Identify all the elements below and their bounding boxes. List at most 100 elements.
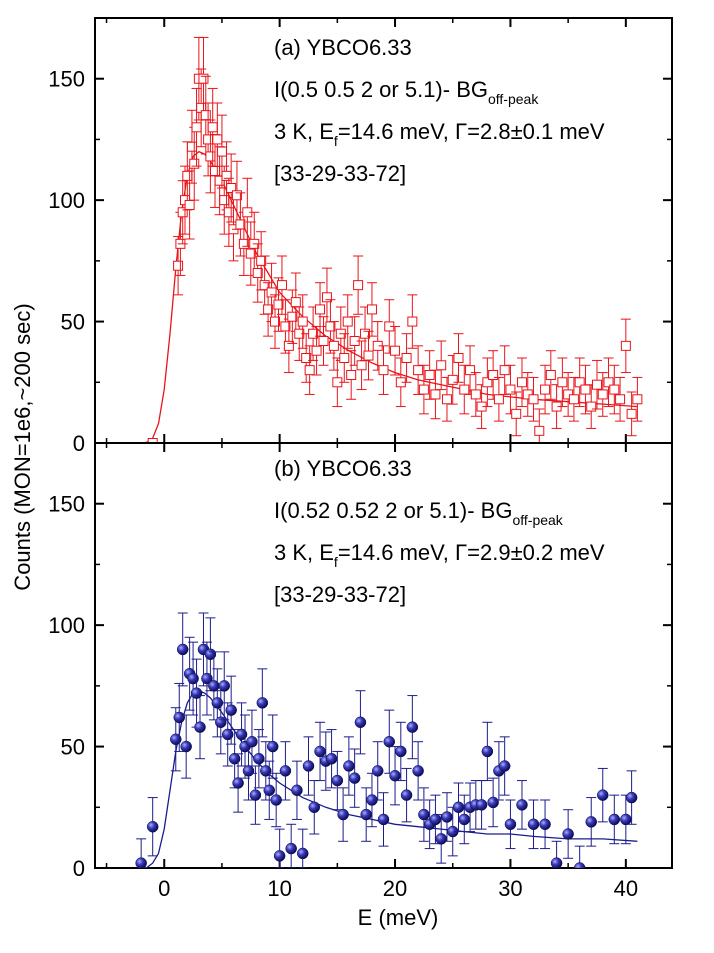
marker-square bbox=[200, 110, 211, 121]
panel-b-ytick-label: 100 bbox=[48, 613, 85, 638]
marker-square bbox=[301, 353, 312, 363]
marker-square bbox=[482, 377, 493, 388]
marker-sphere bbox=[135, 857, 147, 868]
panel-b-data-point bbox=[291, 760, 303, 820]
marker-sphere bbox=[146, 820, 159, 833]
panel-b-data-point bbox=[562, 809, 574, 859]
marker-square bbox=[499, 365, 510, 376]
marker-square bbox=[328, 340, 339, 351]
panel-b-line3-post: =14.6 meV, Γ=2.9±0.2 meV bbox=[338, 540, 605, 565]
panel-a-data-point bbox=[266, 262, 277, 323]
marker-sphere bbox=[383, 735, 396, 748]
marker-square bbox=[287, 311, 298, 322]
panel-a-data-point bbox=[418, 364, 429, 415]
panel-b-xtick-label: 30 bbox=[498, 876, 522, 901]
panel-b-line3-sub: f bbox=[334, 554, 338, 570]
marker-sphere bbox=[620, 813, 632, 826]
panel-b-data-point bbox=[308, 780, 321, 835]
panel-a-data-point bbox=[470, 372, 481, 417]
panel-a-data-point bbox=[297, 294, 308, 349]
panel-b-data-point bbox=[458, 794, 471, 845]
panel-a-data-point bbox=[147, 438, 158, 443]
panel-a-data-point bbox=[339, 333, 350, 383]
panel-b-data-point bbox=[585, 797, 597, 847]
marker-sphere bbox=[285, 842, 297, 855]
panel-b-data-point bbox=[256, 668, 269, 738]
panel-b-data bbox=[135, 612, 638, 868]
panel-b-data-point bbox=[146, 797, 159, 857]
marker-sphere bbox=[263, 784, 276, 797]
panel-b-data-point bbox=[354, 690, 367, 755]
panel-b-data-point bbox=[406, 695, 419, 760]
panel-a-ytick-label: 0 bbox=[73, 431, 85, 456]
marker-square bbox=[191, 122, 202, 133]
marker-sphere bbox=[218, 680, 230, 692]
panel-a-data-point bbox=[356, 340, 367, 391]
panel-b-data-point bbox=[539, 799, 551, 850]
panel-a-data-point bbox=[346, 350, 357, 400]
marker-sphere bbox=[279, 765, 292, 777]
marker-square bbox=[270, 316, 281, 327]
marker-square bbox=[245, 248, 256, 259]
marker-sphere bbox=[348, 772, 361, 784]
y-axis-label: Counts (MON=1e6,~200 sec) bbox=[10, 303, 35, 590]
panel-a-line3-pre: 3 K, E bbox=[274, 119, 334, 144]
marker-sphere bbox=[406, 721, 419, 733]
panel-b-data-point bbox=[246, 709, 258, 774]
panel-b-data-point bbox=[228, 729, 241, 789]
marker-square bbox=[212, 134, 223, 145]
marker-sphere bbox=[228, 752, 241, 765]
panel-a-data-point bbox=[528, 376, 539, 422]
panel-a-data-point bbox=[401, 333, 412, 383]
marker-sphere bbox=[516, 799, 528, 811]
marker-square bbox=[173, 260, 184, 271]
marker-sphere bbox=[418, 808, 430, 821]
marker-sphere bbox=[343, 760, 355, 772]
marker-square bbox=[304, 365, 315, 376]
marker-square bbox=[147, 438, 158, 443]
marker-sphere bbox=[260, 765, 272, 777]
marker-square bbox=[219, 195, 230, 206]
marker-sphere bbox=[187, 672, 199, 685]
panel-a-data-point bbox=[574, 357, 585, 408]
marker-square bbox=[290, 297, 301, 308]
marker-sphere bbox=[225, 704, 237, 716]
panel-b-data-point bbox=[225, 675, 237, 745]
marker-square bbox=[266, 287, 277, 298]
panel-a-data-point bbox=[465, 345, 476, 395]
marker-square bbox=[339, 353, 350, 363]
panel-b-data-point bbox=[608, 794, 621, 845]
marker-square bbox=[597, 389, 608, 400]
panel-a-data-point bbox=[482, 357, 493, 408]
x-axis-label: E (meV) bbox=[358, 905, 439, 930]
panel-b-data-point bbox=[253, 729, 265, 789]
marker-square bbox=[366, 304, 377, 315]
panel-b-data-point bbox=[487, 777, 499, 828]
panel-b-data-point bbox=[232, 753, 244, 813]
panel-a-data-point bbox=[563, 372, 574, 417]
panel-b-annotation: (b) YBCO6.33 I(0.52 0.52 2 or 5.1)- BGof… bbox=[274, 456, 605, 607]
panel-a-data-point bbox=[620, 318, 631, 374]
panel-b-data-point bbox=[625, 770, 638, 825]
panel-a-line2-sub: off-peak bbox=[488, 91, 539, 107]
panel-a-data-point bbox=[447, 355, 458, 405]
marker-sphere bbox=[504, 818, 517, 831]
panel-a-data bbox=[141, 36, 643, 443]
panel-a-ytick-label: 150 bbox=[48, 67, 85, 92]
marker-square bbox=[586, 401, 597, 412]
marker-square bbox=[273, 299, 284, 310]
marker-square bbox=[470, 389, 481, 400]
marker-sphere bbox=[498, 760, 511, 772]
marker-square bbox=[221, 170, 232, 181]
panel-b-data-point bbox=[395, 721, 407, 782]
panel-b-data-point bbox=[504, 799, 517, 850]
marker-square bbox=[390, 345, 401, 356]
marker-square bbox=[534, 425, 545, 436]
marker-sphere bbox=[296, 847, 309, 860]
marker-square bbox=[418, 384, 429, 395]
marker-square bbox=[609, 384, 620, 395]
marker-sphere bbox=[235, 728, 248, 741]
panel-b-data-point bbox=[371, 741, 384, 801]
panel-b-xtick-label: 0 bbox=[158, 876, 170, 901]
marker-sphere bbox=[291, 784, 303, 797]
